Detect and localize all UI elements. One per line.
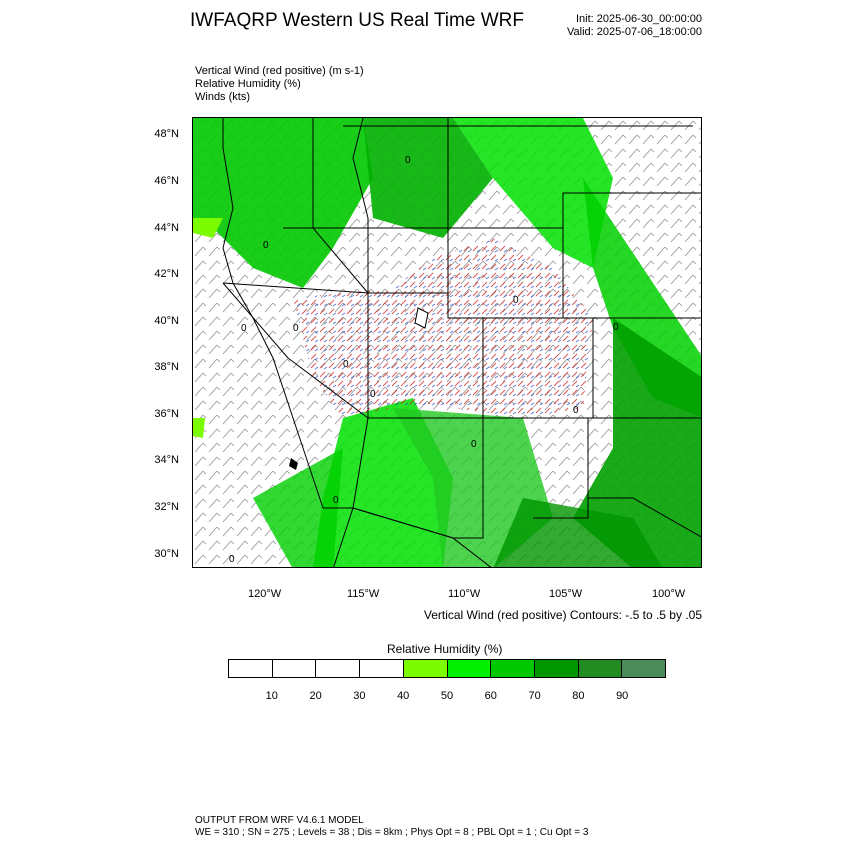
legend-swatch — [229, 660, 273, 677]
model-info-line2: WE = 310 ; SN = 275 ; Levels = 38 ; Dis … — [195, 827, 589, 838]
contour-label: 0 — [405, 155, 411, 166]
legend-swatch — [447, 660, 492, 677]
init-time: Init: 2025-06-30_00:00:00 — [576, 13, 702, 25]
contour-label: 0 — [263, 240, 269, 251]
lon-label: 120°W — [248, 588, 282, 600]
legend-swatch — [272, 660, 317, 677]
contour-label: 0 — [293, 323, 299, 334]
field-label-relative-humidity: Relative Humidity (%) — [195, 78, 301, 90]
legend-tick-label: 20 — [309, 690, 322, 702]
map-title: IWFAQRP Western US Real Time WRF — [190, 10, 524, 31]
lat-label: 46°N — [154, 175, 179, 187]
model-info-line1: OUTPUT FROM WRF V4.6.1 MODEL — [195, 815, 364, 826]
lat-label: 48°N — [154, 128, 179, 140]
contour-labels: 0 0 0 0 0 0 0 0 0 0 0 0 — [229, 155, 619, 565]
legend-tick-label: 30 — [353, 690, 366, 702]
lat-label: 44°N — [154, 222, 179, 234]
legend-tick-label: 40 — [397, 690, 410, 702]
lon-label: 110°W — [448, 588, 481, 600]
field-label-vertical-wind: Vertical Wind (red positive) (m s-1) — [195, 65, 364, 77]
lat-label: 36°N — [154, 408, 179, 420]
legend-swatch — [491, 660, 535, 677]
contour-label: 0 — [370, 389, 376, 400]
field-label-winds: Winds (kts) — [195, 91, 250, 103]
lat-label: 38°N — [154, 361, 179, 373]
legend-tick-label: 90 — [616, 690, 629, 702]
contour-label: 0 — [513, 295, 519, 306]
contour-label: 0 — [613, 322, 619, 333]
contour-note: Vertical Wind (red positive) Contours: -… — [423, 608, 702, 622]
valid-time: Valid: 2025-07-06_18:00:00 — [567, 26, 702, 38]
lat-label: 30°N — [154, 548, 179, 560]
lat-label: 34°N — [154, 454, 179, 466]
contour-label: 0 — [241, 323, 247, 334]
lat-label: 32°N — [154, 501, 179, 513]
lat-label: 42°N — [154, 268, 179, 280]
legend-tick-label: 50 — [440, 690, 454, 702]
legend-swatch — [534, 660, 579, 677]
great-salt-lake — [414, 307, 429, 329]
salton-sea — [289, 458, 298, 470]
legend-tick-label: 60 — [484, 690, 497, 702]
state-boundaries — [222, 118, 701, 567]
map-panel: 0 0 0 0 0 0 0 0 0 0 0 0 — [192, 117, 702, 568]
legend-swatch — [360, 660, 404, 677]
legend-swatch — [578, 660, 623, 677]
contour-label: 0 — [333, 495, 339, 506]
weather-map: 0 0 0 0 0 0 0 0 0 0 0 0 — [193, 118, 701, 567]
lat-label: 40°N — [154, 315, 179, 327]
legend-tick-label: 10 — [265, 690, 278, 702]
legend-tick-label: 80 — [572, 690, 585, 702]
humidity-color-bar — [228, 659, 666, 678]
contour-label: 0 — [229, 554, 235, 565]
contour-label: 0 — [471, 439, 477, 450]
legend-swatch — [403, 660, 448, 677]
legend-swatch — [622, 660, 666, 677]
lon-label: 100°W — [652, 588, 686, 600]
legend-tick-label: 70 — [528, 690, 541, 702]
legend-title: Relative Humidity (%) — [387, 642, 503, 656]
contour-label: 0 — [573, 405, 579, 416]
contour-label: 0 — [343, 359, 349, 370]
legend-swatch — [316, 660, 361, 677]
lon-label: 105°W — [549, 588, 583, 600]
lon-label: 115°W — [347, 588, 380, 600]
